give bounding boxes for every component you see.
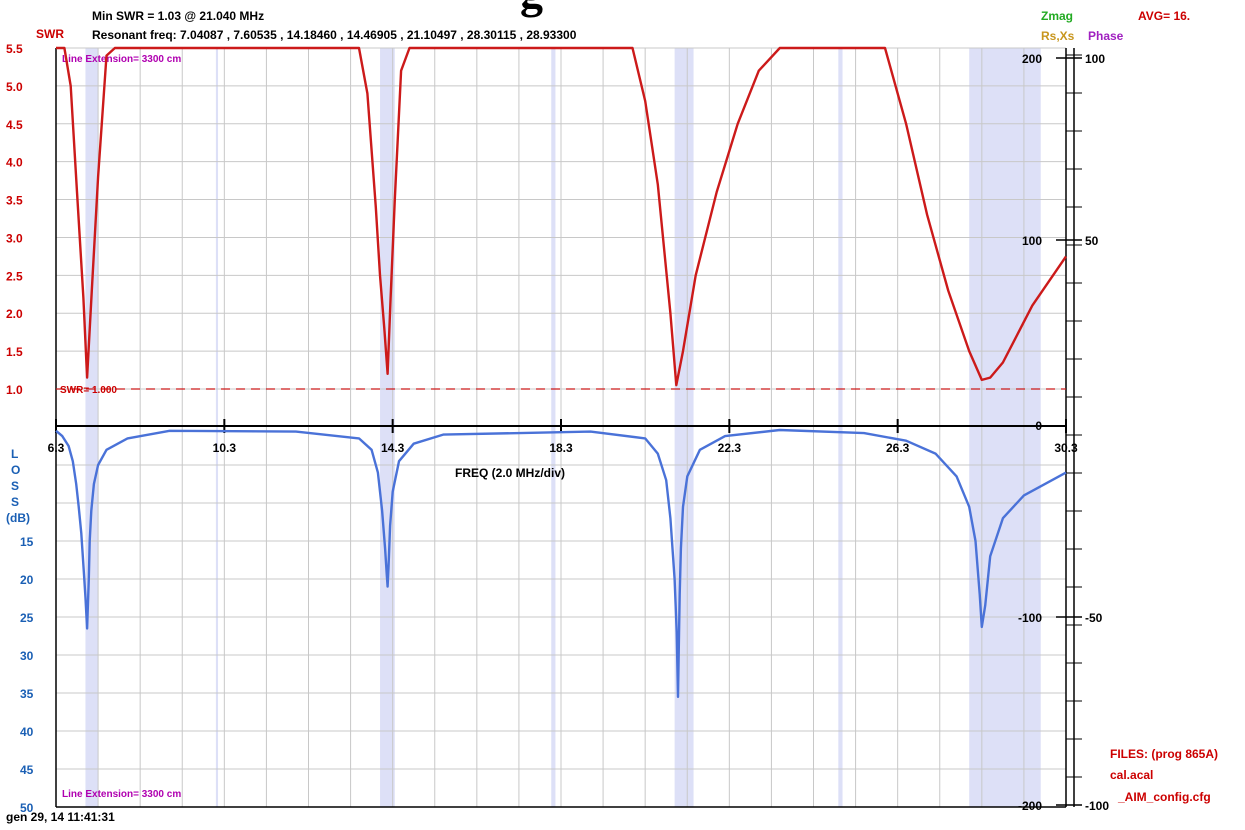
loss-tick-label-6: 45	[20, 763, 34, 777]
x-tick-label-3: 18.3	[549, 441, 573, 455]
x-tick-label-5: 26.3	[886, 441, 910, 455]
swr-tick-label-3: 2.5	[6, 269, 23, 283]
swr-tick-label-0: 1.0	[6, 383, 23, 397]
phase-tick-label-1: 50	[1085, 234, 1099, 248]
avg-readout: AVG= 16.	[1138, 9, 1191, 23]
swr-tick-label-9: 5.5	[6, 42, 23, 56]
rsxs-legend: Rs,Xs	[1041, 29, 1075, 43]
zmag-tick-label-0: 200	[1022, 52, 1042, 66]
swr-tick-label-8: 5.0	[6, 80, 23, 94]
file-config: _AIM_config.cfg	[1118, 790, 1211, 804]
swr-tick-label-6: 4.0	[6, 156, 23, 170]
x-axis-title: FREQ (2.0 MHz/div)	[455, 466, 565, 480]
resonant-freq-readout: Resonant freq: 7.04087 , 7.60535 , 14.18…	[92, 28, 577, 42]
x-tick-label-4: 22.3	[718, 441, 742, 455]
swr-tick-label-2: 2.0	[6, 307, 23, 321]
loss-axis-title-part: O	[11, 463, 20, 477]
swr-series-line	[56, 46, 1067, 387]
zmag-legend: Zmag	[1041, 9, 1074, 23]
zmag-tick-label-3: -100	[1018, 611, 1042, 625]
swr-tick-label-7: 4.5	[6, 118, 23, 132]
loss-tick-label-1: 20	[20, 573, 34, 587]
loss-tick-label-5: 40	[20, 725, 34, 739]
loss-tick-label-7: 50	[20, 801, 34, 815]
zmag-tick-label-2: 0	[1035, 419, 1042, 433]
loss-tick-label-3: 30	[20, 649, 34, 663]
loss-tick-label-2: 25	[20, 611, 34, 625]
ham-band-1	[215, 48, 219, 807]
files-title: FILES: (prog 865A)	[1110, 747, 1219, 761]
line-extension-bottom: Line Extension= 3300 cm	[62, 789, 181, 800]
min-swr-readout: Min SWR = 1.03 @ 21.040 MHz	[92, 9, 265, 23]
x-tick-label-6: 30.3	[1054, 441, 1078, 455]
loss-tick-label-4: 35	[20, 687, 34, 701]
loss-axis-title-part: S	[11, 479, 19, 493]
zmag-tick-label-1: 100	[1022, 234, 1042, 248]
file-calibration: cal.acal	[1110, 768, 1154, 782]
zmag-tick-label-4: -200	[1018, 799, 1042, 813]
swr-tick-label-4: 3.0	[6, 231, 23, 245]
phase-tick-label-2: -50	[1085, 611, 1103, 625]
swr-tick-label-1: 1.5	[6, 345, 23, 359]
loss-axis-title-part: (dB)	[6, 511, 30, 525]
ham-band-3	[551, 48, 556, 807]
phase-tick-label-3: -100	[1085, 799, 1109, 813]
x-tick-label-1: 10.3	[213, 441, 237, 455]
loss-tick-label-0: 15	[20, 535, 34, 549]
swr-reference-label: SWR= 1.000	[60, 385, 117, 396]
loss-axis-title-part: S	[11, 495, 19, 509]
return-loss-series-line	[55, 428, 1067, 698]
phase-legend: Phase	[1088, 29, 1124, 43]
swr-axis-title: SWR	[36, 27, 64, 41]
phase-tick-label-0: 100	[1085, 52, 1105, 66]
ham-band-5	[838, 48, 843, 807]
ham-band-6	[969, 48, 1041, 807]
loss-axis-title-part: L	[11, 447, 18, 461]
swr-tick-label-5: 3.5	[6, 194, 23, 208]
timestamp: gen 29, 14 11:41:31	[6, 810, 115, 824]
partial-title: g	[520, 0, 543, 19]
x-tick-label-2: 14.3	[381, 441, 405, 455]
line-extension-top: Line Extension= 3300 cm	[62, 54, 181, 65]
x-tick-label-0: 6.3	[48, 441, 65, 455]
